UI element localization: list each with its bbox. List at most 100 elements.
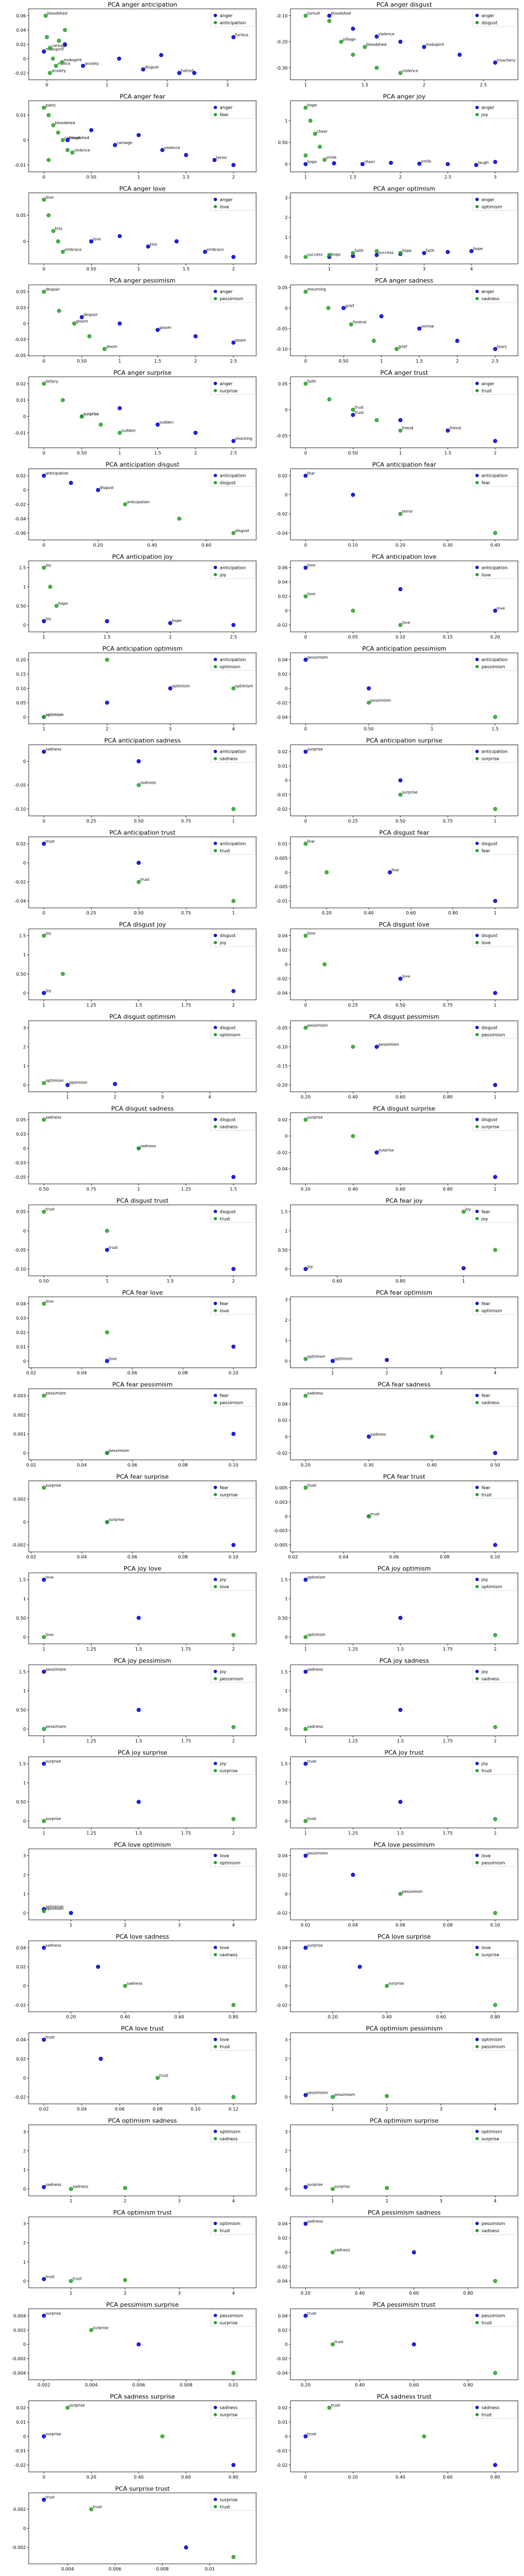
plot-area: surprise surprise (41, 1759, 236, 1823)
point-annotation: mobspirit (426, 42, 444, 47)
scatter-point (41, 2185, 46, 2189)
legend-marker (475, 290, 479, 294)
chart-title: PCA love pessimism (374, 1841, 435, 1848)
legend-label: trust (220, 1216, 230, 1221)
scatter-point (41, 2498, 46, 2502)
x-tick-label: 0.50 (490, 1462, 500, 1467)
point-annotation: optimism (45, 1907, 63, 1911)
plot-area: surprise surprise (303, 1115, 497, 1179)
y-tick-label: 0.02 (278, 2405, 288, 2410)
y-tick-label: 0 (285, 1434, 288, 1439)
y-tick-label: 0 (285, 870, 288, 875)
legend-label: joy (219, 1669, 226, 1674)
legend-label: anger (481, 289, 495, 294)
scatter-point (105, 700, 109, 705)
x-tick-label: 1 (399, 451, 402, 456)
x-tick-label: 3 (440, 1371, 442, 1376)
plot-area: trust trust (303, 2311, 497, 2375)
x-tick-label: 2 (494, 1739, 496, 1744)
scatter-point (303, 1486, 308, 1490)
scatter-point (493, 439, 497, 443)
legend-marker (214, 2413, 217, 2417)
scatter-point (113, 143, 117, 147)
legend-marker (214, 1309, 217, 1312)
plot-area: pessimism pessimism (41, 1667, 236, 1731)
scatter-point (231, 1633, 236, 1637)
plot-frame (290, 1757, 518, 1828)
plot-area: sadness sadness (41, 1943, 236, 2007)
x-tick-label: 0.75 (443, 818, 453, 823)
chart-title: PCA fear optimism (376, 1289, 432, 1296)
y-tick-label: 2 (285, 215, 288, 220)
scatter-point (98, 2057, 103, 2061)
point-annotation: lottery (45, 379, 58, 384)
y-tick-label: 0 (285, 1359, 288, 1364)
point-annotation: trust (45, 1207, 55, 1212)
legend-label: fear (481, 1301, 491, 1306)
y-tick-label: 1 (285, 1689, 288, 1694)
x-tick-label: 1.25 (86, 1003, 96, 1008)
point-annotation: trust (159, 2073, 168, 2078)
scatter-point (384, 2094, 389, 2098)
x-tick-label: 4 (232, 2199, 235, 2204)
legend-marker (475, 1117, 479, 1121)
legend-label: disgust (220, 481, 236, 486)
legend-label: anticipation (481, 657, 507, 662)
point-annotation: trust (109, 1246, 118, 1250)
scatter-point (41, 1393, 46, 1398)
legend-marker (214, 2320, 217, 2324)
x-tick-label: 0.20 (66, 2015, 76, 2020)
scatter-point (203, 249, 207, 254)
scatter-point (41, 933, 46, 938)
point-annotation: surprise (378, 1148, 394, 1152)
legend-label: anticipation (481, 749, 507, 754)
point-annotation: sadness (45, 747, 61, 752)
y-tick-label: 0.04 (278, 934, 288, 939)
point-annotation: surprise (45, 1817, 61, 1821)
x-tick-label: 1.5 (154, 451, 161, 456)
x-tick-label: 0.60 (395, 1095, 405, 1100)
plot-frame (290, 2125, 518, 2196)
x-tick-label: 0.25 (86, 911, 96, 916)
x-tick-label: 0.004 (61, 2567, 74, 2572)
y-tick-label: 1 (285, 2168, 288, 2173)
legend-label: anticipation (220, 20, 246, 25)
y-tick-label: 0.50 (16, 1616, 26, 1621)
x-tick-label: 2 (169, 635, 172, 640)
x-tick-label: 0.05 (348, 635, 358, 640)
chart-title: PCA love trust (121, 2025, 164, 2032)
point-annotation: hope (307, 103, 316, 108)
y-tick-label: 1 (285, 1596, 288, 1601)
legend-label: optimism (481, 2129, 502, 2134)
y-tick-label: 0.02 (16, 1330, 26, 1335)
x-tick-label: 0 (304, 542, 307, 547)
scatter-point (493, 1083, 497, 1087)
point-annotation: terror (402, 509, 413, 514)
point-annotation: despair (45, 288, 60, 292)
legend-marker (475, 2413, 479, 2417)
y-tick-label: 0 (23, 1819, 26, 1824)
point-annotation: optimism (45, 712, 63, 717)
x-tick-label: 2 (423, 83, 426, 88)
scatter-point (303, 153, 308, 158)
x-tick-label: 0.75 (86, 1186, 96, 1191)
x-tick-label: 1 (494, 1186, 496, 1191)
scatter-point (411, 2342, 416, 2346)
scatter-point (87, 334, 92, 339)
point-annotation: pessimism (45, 1667, 66, 1672)
chart-panel: PCA disgust trust 0.50 1 1.5 2 -0.10 -0.05 0 0.0… (14, 1197, 257, 1284)
scatter-point (339, 39, 343, 44)
legend-box (210, 838, 256, 855)
y-tick-label: 0.06 (278, 566, 288, 571)
point-annotation: trust (354, 411, 364, 415)
point-annotation: kiss (55, 227, 63, 231)
point-annotation: love (45, 1632, 54, 1637)
legend-box (472, 1390, 517, 1407)
y-tick-label: 0.01 (278, 764, 288, 769)
legend-label: disgust (220, 933, 236, 938)
chart-title: PCA sadness surprise (110, 2393, 175, 2401)
legend-marker (214, 2505, 217, 2509)
scatter-point (493, 1817, 497, 1822)
x-tick-label: 0 (304, 818, 307, 823)
scatter-point (155, 2075, 160, 2080)
